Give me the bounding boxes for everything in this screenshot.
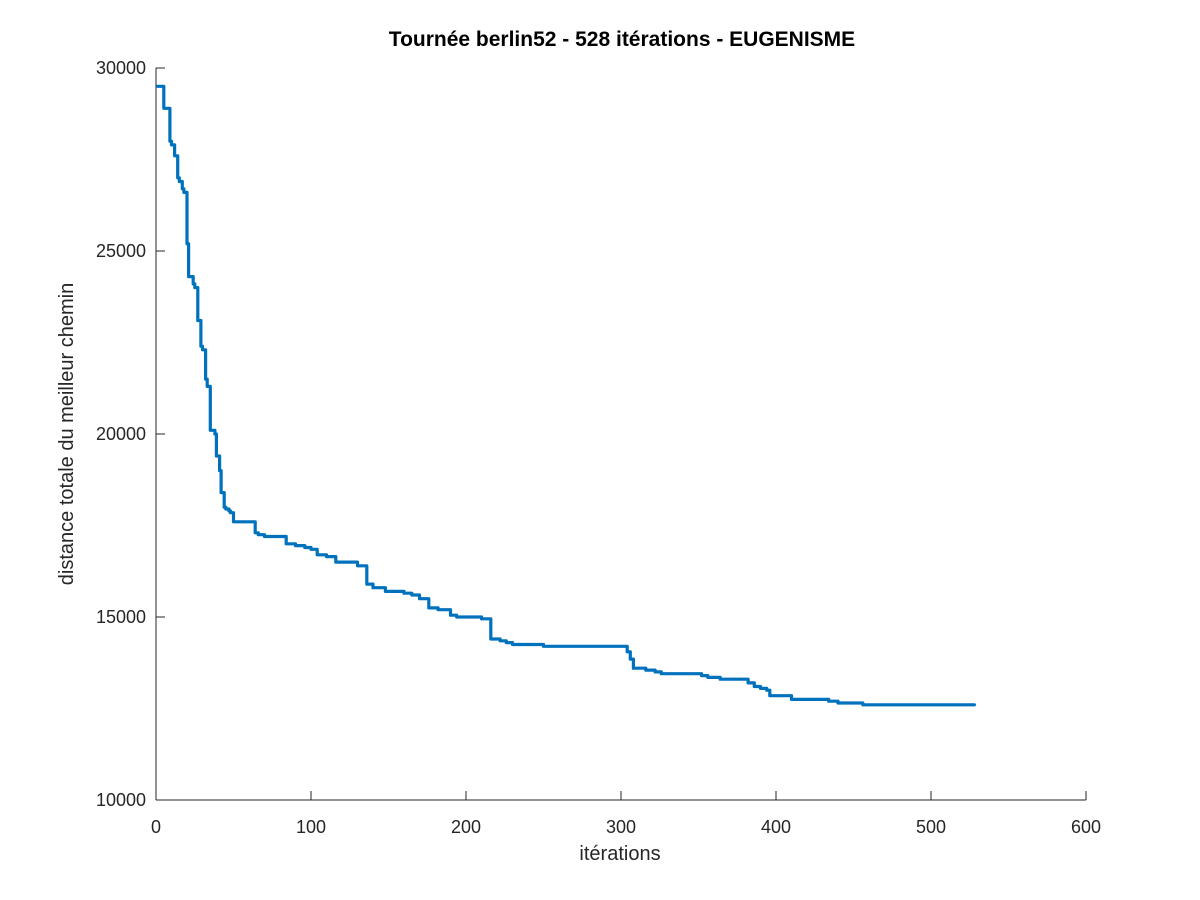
series-line: [156, 84, 976, 707]
x-tick-label: 600: [1071, 817, 1101, 837]
y-axis-label: distance totale du meilleur chemin: [56, 283, 78, 585]
y-tick-label: 30000: [96, 58, 146, 78]
y-tick-label: 20000: [96, 424, 146, 444]
x-tick-label: 300: [606, 817, 636, 837]
y-tick-label: 10000: [96, 790, 146, 810]
x-tick-label: 100: [296, 817, 326, 837]
series-layer: [156, 84, 976, 707]
x-tick-label: 200: [451, 817, 481, 837]
x-tick-label: 0: [151, 817, 161, 837]
chart-title: Tournée berlin52 - 528 itérations - EUGE…: [389, 28, 855, 51]
x-tick-label: 500: [916, 817, 946, 837]
y-tick-label: 25000: [96, 241, 146, 261]
y-tick-label: 15000: [96, 607, 146, 627]
x-tick-label: 400: [761, 817, 791, 837]
axes: 0 100 200 300 400 500 600 10000 15000 20000 25000 3…: [96, 58, 1101, 837]
x-axis-label: itérations: [579, 843, 660, 865]
